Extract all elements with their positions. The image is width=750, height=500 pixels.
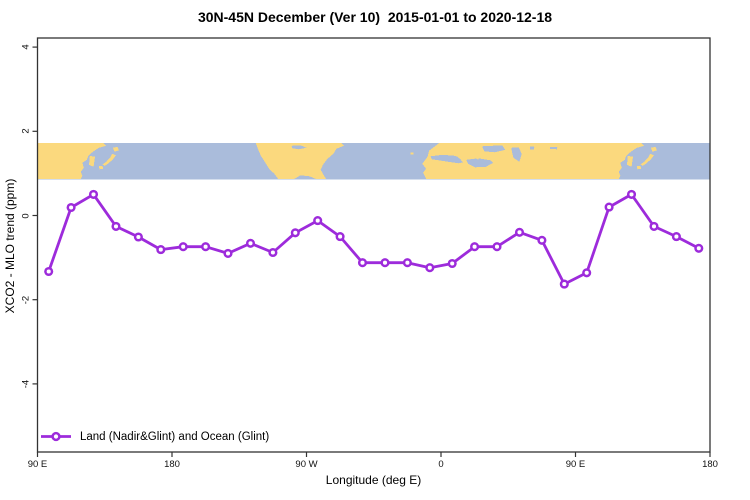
x-axis-ticks [36, 452, 711, 457]
data-point-marker [514, 227, 525, 237]
map-land-japan-hokkaido [112, 146, 119, 152]
map-gulf-of-mexico [294, 175, 316, 179]
data-point-marker [671, 232, 681, 242]
map-land-japan-honshu [102, 153, 116, 166]
map-land-italy [455, 152, 468, 164]
map-aral-sea [529, 146, 535, 150]
data-point-marker [470, 242, 480, 252]
map-land-north-america [255, 142, 344, 179]
data-point-marker [582, 268, 592, 278]
map-great-lakes [291, 145, 307, 150]
data-point-marker [694, 243, 704, 253]
legend: Land (Nadir&Glint) and Ocean (Glint) [40, 430, 269, 443]
map-mediterranean-west [430, 154, 467, 164]
data-point-marker [626, 189, 637, 199]
x-tick-label: 90 E [565, 459, 586, 470]
data-point-marker [357, 258, 368, 268]
data-point-marker [245, 238, 256, 248]
plot-border [36, 37, 711, 453]
map-mediterranean-east [466, 158, 494, 168]
map-land-eurasia-africa [422, 142, 645, 179]
data-point-marker [335, 232, 345, 242]
data-point-marker [447, 258, 457, 269]
y-tick-label: -4 [20, 379, 32, 389]
map-land-asia-west [37, 142, 107, 179]
data-point-marker [649, 221, 659, 231]
y-axis-ticks [32, 46, 38, 385]
data-point-marker [604, 202, 614, 212]
y-tick-label: 4 [20, 44, 32, 50]
map-caspian-sea [511, 147, 522, 162]
data-point-marker [223, 248, 233, 258]
map-land-japan-kyushu [98, 165, 104, 170]
data-point-marker [537, 235, 547, 245]
data-point-marker [66, 202, 76, 213]
y-tick-label: -2 [20, 295, 32, 304]
data-point-marker [44, 266, 54, 277]
chart-title: 30N-45N December (Ver 10) 2015-01-01 to … [197, 9, 553, 25]
data-point-marker [402, 258, 412, 268]
map-land-korea-repeat [627, 155, 634, 167]
data-point-marker [559, 279, 569, 289]
map-lake-balkhash [550, 146, 558, 150]
data-line [47, 192, 701, 286]
data-point-marker [111, 221, 121, 231]
map-land-greece [473, 154, 480, 160]
x-tick-label: 0 [438, 459, 444, 470]
map-black-sea [482, 145, 506, 153]
data-point-marker [201, 242, 211, 252]
x-tick-label: 180 [164, 459, 180, 470]
data-point-marker [313, 216, 323, 226]
x-tick-label: 180 [702, 459, 718, 470]
x-axis-title: Longitude (deg E) [325, 473, 422, 487]
data-series [44, 189, 704, 289]
data-point-marker [290, 228, 300, 238]
legend-line-marker-icon [41, 431, 71, 442]
data-point-marker [133, 232, 143, 242]
data-point-marker [178, 242, 188, 252]
map-land-japan-hokkaido-repeat [650, 146, 657, 152]
world-map-band [37, 142, 710, 180]
x-tick-label: 90 W [295, 459, 318, 470]
data-point-marker [156, 245, 166, 255]
data-point-marker [492, 242, 502, 252]
y-tick-label: 2 [20, 128, 32, 134]
y-axis-title: XCO2 - MLO trend (ppm) [3, 178, 17, 314]
map-land-japan-honshu-repeat [640, 153, 654, 166]
data-point-marker [268, 247, 278, 258]
map-land-japan-kyushu-repeat [636, 165, 642, 170]
data-point-marker [380, 258, 390, 268]
y-tick-label: 0 [20, 212, 32, 219]
legend-label: Land (Nadir&Glint) and Ocean (Glint) [80, 430, 270, 443]
map-land-korea [89, 155, 96, 167]
map-azores [410, 152, 414, 155]
x-tick-label: 90 E [27, 459, 48, 470]
data-point-marker [425, 263, 435, 273]
data-point-marker [88, 189, 99, 199]
